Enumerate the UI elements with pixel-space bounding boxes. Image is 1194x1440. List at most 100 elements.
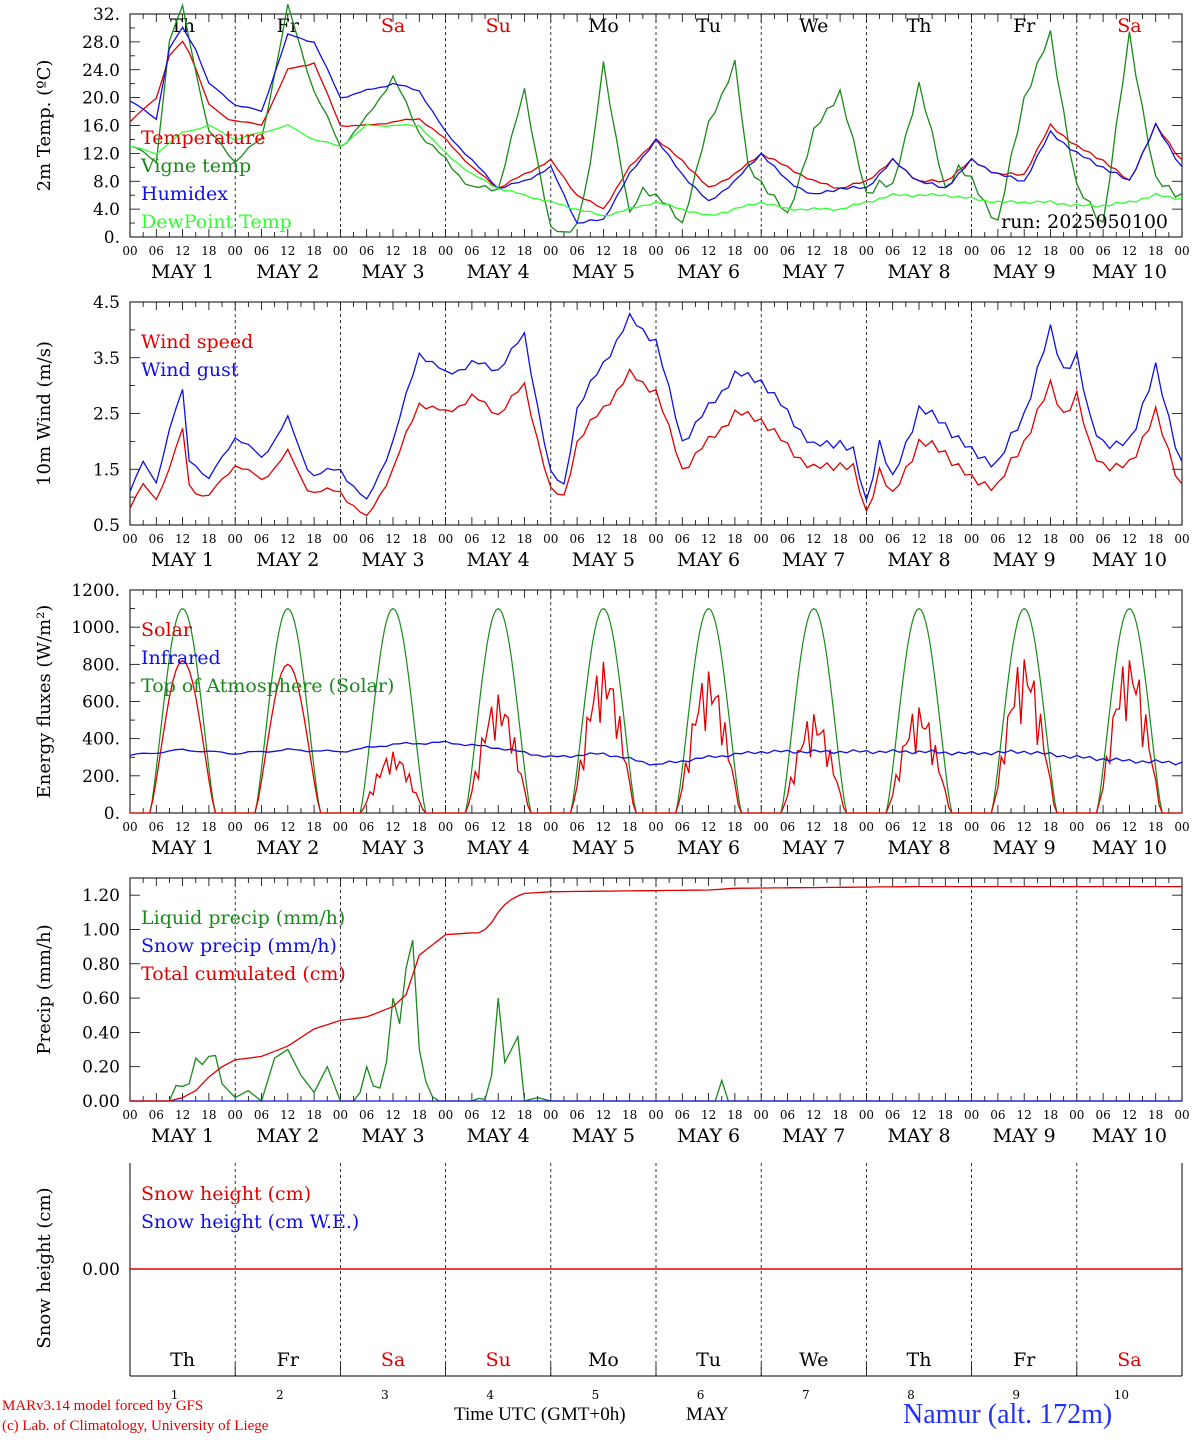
temp-y-tick-label: 4.0 — [93, 200, 120, 220]
wind-legend-1: Wind gust — [141, 359, 239, 381]
temp-legend-2: Humidex — [141, 183, 228, 205]
temp-weekday-label: Mo — [588, 15, 619, 37]
wind-hour-tick-label: 12 — [280, 532, 295, 546]
energy-y-tick-label: 400. — [82, 730, 120, 750]
temp-hour-tick-label: 12 — [596, 244, 611, 258]
temp-date-label: MAY 4 — [467, 261, 530, 283]
snow-weekday-label: Mo — [588, 1349, 619, 1371]
temp-hour-tick-label: 06 — [359, 244, 374, 258]
wind-hour-tick-label: 12 — [1122, 532, 1137, 546]
energy-hour-tick-label: 00 — [438, 820, 453, 834]
energy-hour-tick-label: 18 — [727, 820, 742, 834]
energy-hour-tick-label: 06 — [569, 820, 584, 834]
wind-hour-tick-label: 06 — [885, 532, 900, 546]
precip-date-label: MAY 5 — [572, 1125, 635, 1147]
wind-date-label: MAY 7 — [782, 549, 845, 571]
precip-hour-tick-label: 18 — [727, 1108, 742, 1122]
wind-hour-tick-label: 12 — [806, 532, 821, 546]
energy-hour-tick-label: 18 — [1043, 820, 1058, 834]
wind-hour-tick-label: 06 — [464, 532, 479, 546]
temp-hour-tick-label: 18 — [201, 244, 216, 258]
temp-date-label: MAY 7 — [782, 261, 845, 283]
energy-frame — [129, 589, 1183, 814]
wind-hour-tick-label: 00 — [122, 532, 137, 546]
temp-hour-tick-label: 00 — [438, 244, 453, 258]
energy-date-label: MAY 2 — [256, 837, 319, 859]
temp-hour-tick-label: 06 — [464, 244, 479, 258]
snow-day-number: 3 — [381, 1388, 389, 1402]
precip-y-tick-label: 0.60 — [82, 989, 120, 1009]
snow-weekday-label: Fr — [1013, 1349, 1036, 1371]
snow-legend-1: Snow height (cm W.E.) — [141, 1211, 359, 1233]
wind-hour-tick-label: 00 — [333, 532, 348, 546]
snow-y-tick-label: 0.00 — [82, 1260, 120, 1280]
snow-weekday-label: Sa — [1117, 1349, 1141, 1371]
precip-hour-tick-label: 18 — [622, 1108, 637, 1122]
energy-hour-tick-label: 06 — [1095, 820, 1110, 834]
temp-y-tick-label: 24.0 — [82, 61, 120, 81]
energy-hour-tick-label: 00 — [648, 820, 663, 834]
energy-hour-tick-label: 18 — [832, 820, 847, 834]
precip-hour-tick-label: 06 — [675, 1108, 690, 1122]
temp-hour-tick-label: 06 — [780, 244, 795, 258]
wind-hour-tick-label: 00 — [438, 532, 453, 546]
energy-y-tick-label: 800. — [82, 655, 120, 675]
temp-hour-tick-label: 18 — [1043, 244, 1058, 258]
snow-weekday-label: Fr — [277, 1349, 300, 1371]
wind-hour-tick-label: 12 — [596, 532, 611, 546]
precip-hour-tick-label: 00 — [754, 1108, 769, 1122]
energy-legend-0: Solar — [141, 619, 193, 641]
temp-hour-tick-label: 18 — [938, 244, 953, 258]
wind-hour-tick-label: 12 — [491, 532, 506, 546]
snow-weekday-label: Su — [486, 1349, 511, 1371]
temp-y-tick-label: 0. — [104, 228, 120, 248]
temp-run-label: run: 2025050100 — [1001, 211, 1168, 233]
precip-hour-tick-label: 00 — [964, 1108, 979, 1122]
wind-hour-tick-label: 18 — [938, 532, 953, 546]
energy-hour-tick-label: 00 — [543, 820, 558, 834]
wind-date-label: MAY 9 — [993, 549, 1056, 571]
energy-hour-tick-label: 18 — [1148, 820, 1163, 834]
energy-hour-tick-label: 00 — [333, 820, 348, 834]
temp-hour-tick-label: 00 — [1174, 244, 1189, 258]
temp-hour-tick-label: 12 — [1017, 244, 1032, 258]
wind-hour-tick-label: 06 — [359, 532, 374, 546]
energy-date-label: MAY 1 — [151, 837, 214, 859]
snow-weekday-label: Sa — [381, 1349, 405, 1371]
energy-hour-tick-label: 12 — [1122, 820, 1137, 834]
temp-date-label: MAY 1 — [151, 261, 214, 283]
wind-hour-tick-label: 06 — [569, 532, 584, 546]
credit-line-2: (c) Lab. of Climatology, University of L… — [2, 1418, 269, 1434]
energy-y-tick-label: 1200. — [71, 581, 120, 601]
precip-hour-tick-label: 12 — [911, 1108, 926, 1122]
temp-hour-tick-label: 18 — [306, 244, 321, 258]
wind-date-label: MAY 6 — [677, 549, 740, 571]
precip-hour-tick-label: 06 — [254, 1108, 269, 1122]
snow-day-number: 10 — [1114, 1388, 1129, 1402]
precip-hour-tick-label: 00 — [543, 1108, 558, 1122]
wind-hour-tick-label: 18 — [832, 532, 847, 546]
wind-hour-tick-label: 00 — [1174, 532, 1189, 546]
precip-legend-2: Total cumulated (cm) — [141, 963, 346, 985]
temp-weekday-label: Sa — [381, 15, 405, 37]
temp-hour-tick-label: 06 — [675, 244, 690, 258]
energy-hour-tick-label: 12 — [491, 820, 506, 834]
snow-day-number: 4 — [486, 1388, 494, 1402]
temp-series-3 — [129, 123, 1183, 217]
temp-date-label: MAY 5 — [572, 261, 635, 283]
temp-hour-tick-label: 12 — [175, 244, 190, 258]
snow-day-number: 7 — [802, 1388, 810, 1402]
snow-day-number: 9 — [1012, 1388, 1020, 1402]
energy-hour-tick-label: 06 — [885, 820, 900, 834]
wind-date-label: MAY 1 — [151, 549, 214, 571]
temp-hour-tick-label: 00 — [964, 244, 979, 258]
precip-hour-tick-label: 06 — [990, 1108, 1005, 1122]
wind-hour-tick-label: 00 — [1069, 532, 1084, 546]
energy-hour-tick-label: 12 — [280, 820, 295, 834]
energy-date-label: MAY 7 — [782, 837, 845, 859]
precip-hour-tick-label: 00 — [1069, 1108, 1084, 1122]
wind-hour-tick-label: 12 — [385, 532, 400, 546]
energy-hour-tick-label: 12 — [1017, 820, 1032, 834]
energy-hour-tick-label: 12 — [701, 820, 716, 834]
wind-hour-tick-label: 06 — [254, 532, 269, 546]
